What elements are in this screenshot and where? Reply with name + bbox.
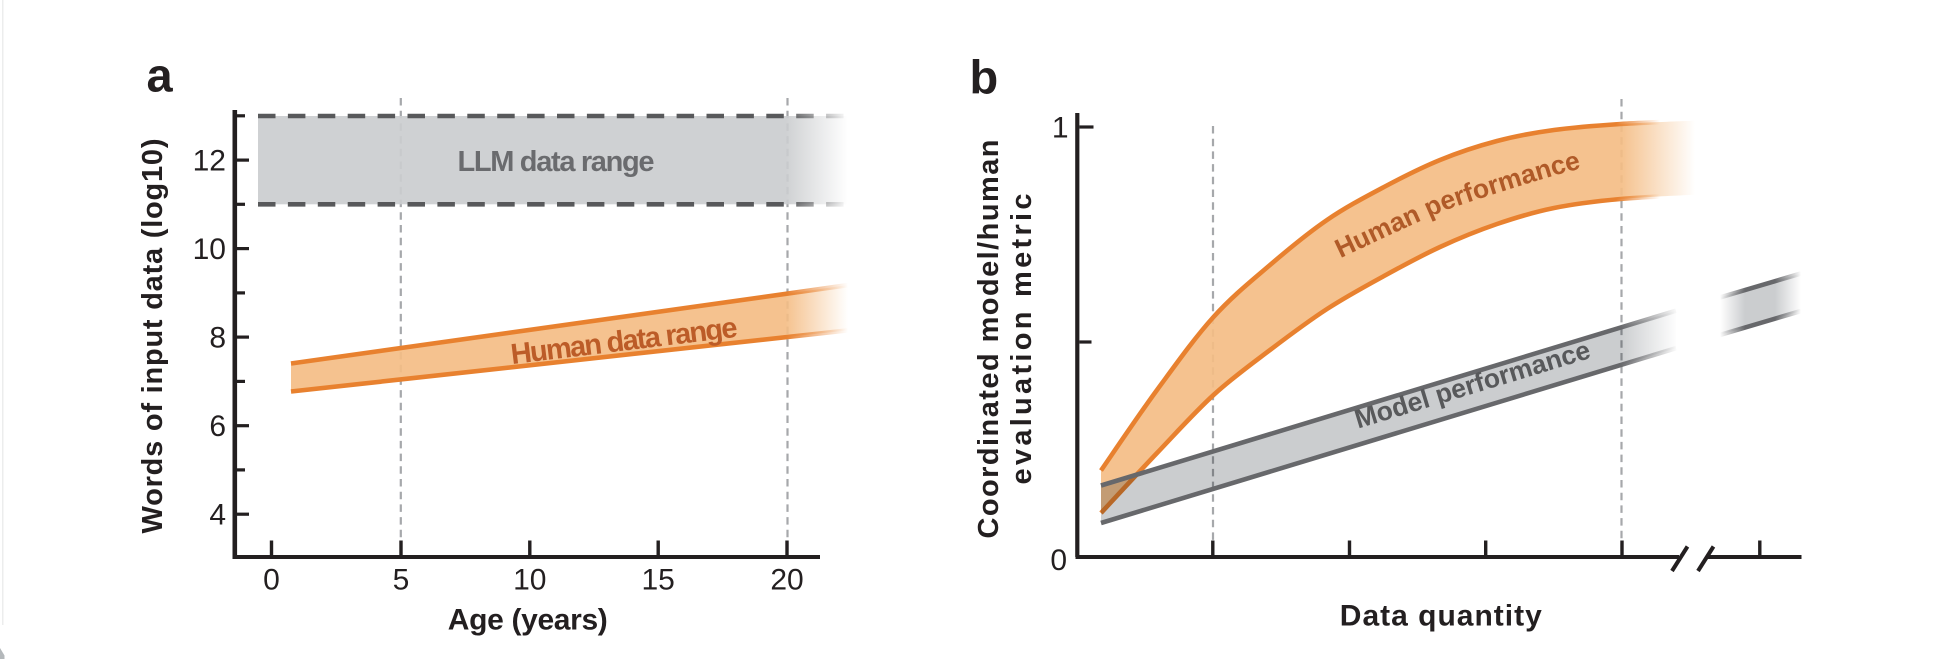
svg-text:Age (years): Age (years) xyxy=(448,604,608,637)
svg-text:Words of input data (log10): Words of input data (log10) xyxy=(137,139,169,534)
svg-text:6: 6 xyxy=(209,410,226,443)
svg-text:5: 5 xyxy=(393,564,410,597)
svg-text:0: 0 xyxy=(1050,544,1067,577)
svg-text:1: 1 xyxy=(1052,112,1069,145)
svg-text:0: 0 xyxy=(263,564,280,597)
svg-text:evaluation metric: evaluation metric xyxy=(1006,194,1038,485)
svg-text:8: 8 xyxy=(209,322,226,355)
svg-text:4: 4 xyxy=(209,499,226,532)
svg-text:a: a xyxy=(147,48,174,101)
svg-text:15: 15 xyxy=(642,564,675,597)
svg-text:b: b xyxy=(970,50,999,103)
svg-text:LLM data range: LLM data range xyxy=(458,146,655,178)
svg-text:10: 10 xyxy=(513,564,546,597)
svg-text:Coordinated model/human: Coordinated model/human xyxy=(973,140,1005,539)
svg-text:10: 10 xyxy=(193,233,226,266)
svg-text:20: 20 xyxy=(770,564,803,597)
svg-text:12: 12 xyxy=(193,145,226,178)
svg-text:Data quantity: Data quantity xyxy=(1340,600,1542,633)
